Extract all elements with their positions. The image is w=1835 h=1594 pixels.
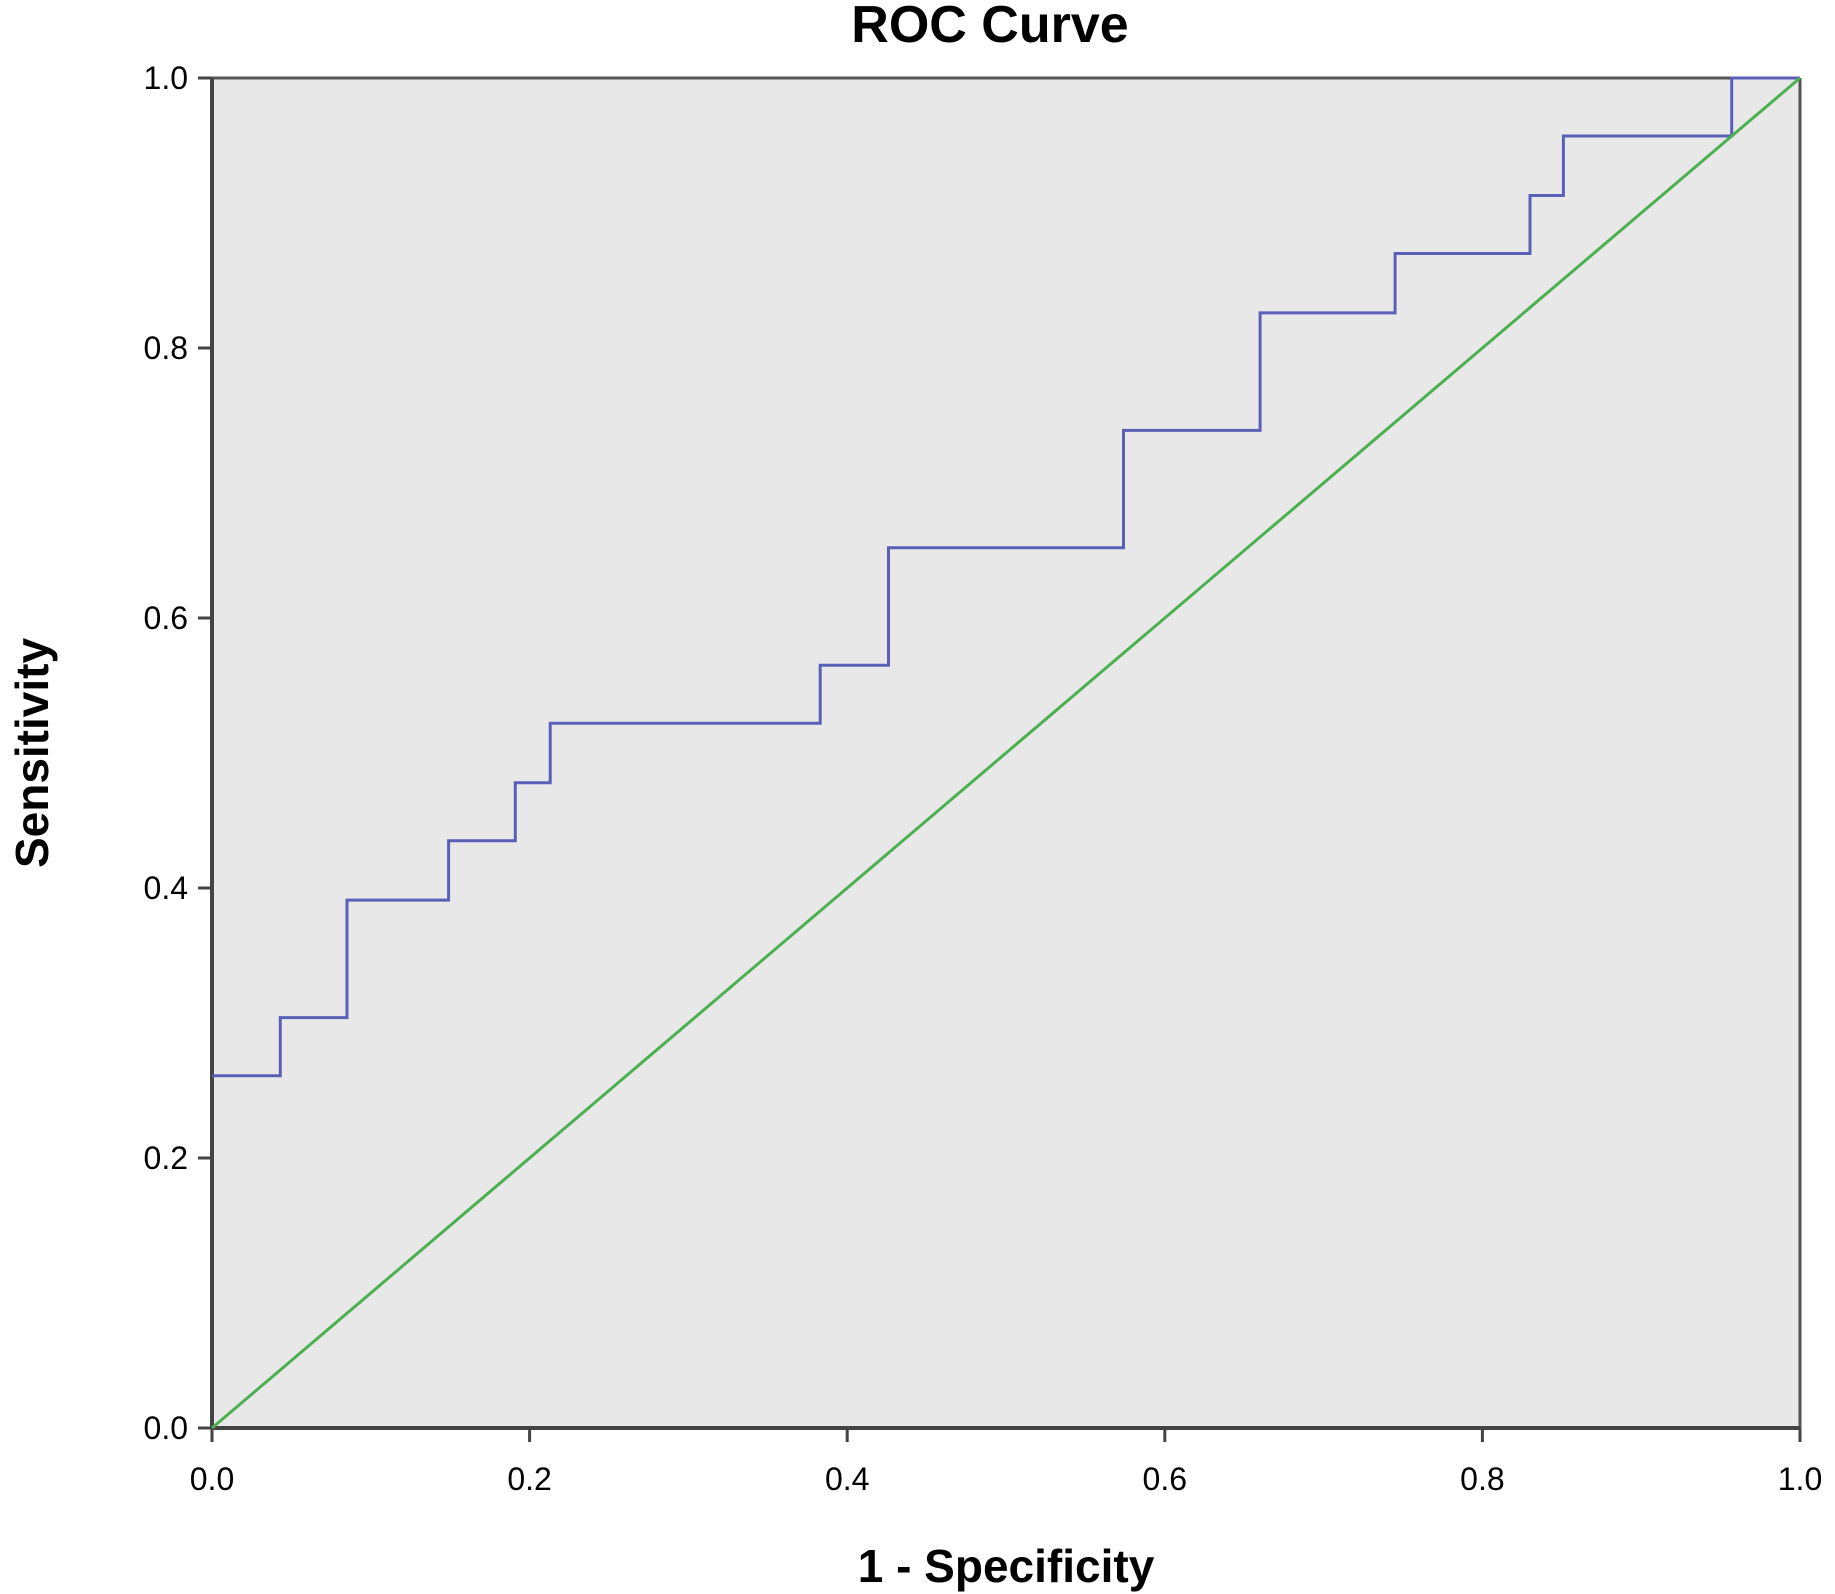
chart-title: ROC Curve [851,0,1128,54]
roc-curve-line [212,76,1800,1078]
y-tick-label: 0.4 [144,870,188,906]
x-tick-label: 0.8 [1460,1461,1504,1497]
y-tick-label: 0.0 [144,1410,188,1446]
y-axis-label: Sensitivity [6,638,58,869]
y-tick-label: 0.6 [144,600,188,636]
y-axis-ticks: 0.0 0.2 0.4 0.6 0.8 1.0 [144,60,212,1446]
series-layer [211,76,1801,1430]
x-tick-label: 0.6 [1143,1461,1187,1497]
y-tick-label: 0.2 [144,1140,188,1176]
x-tick-label: 0.2 [507,1461,551,1497]
y-tick-label: 1.0 [144,60,188,96]
x-tick-label: 1.0 [1778,1461,1822,1497]
x-tick-label: 0.0 [190,1461,234,1497]
x-axis-label: 1 - Specificity [858,1540,1155,1592]
reference-diagonal-line [211,76,1801,1430]
x-tick-label: 0.4 [825,1461,869,1497]
x-axis-ticks: 0.0 0.2 0.4 0.6 0.8 1.0 [190,1428,1822,1497]
y-tick-label: 0.8 [144,330,188,366]
